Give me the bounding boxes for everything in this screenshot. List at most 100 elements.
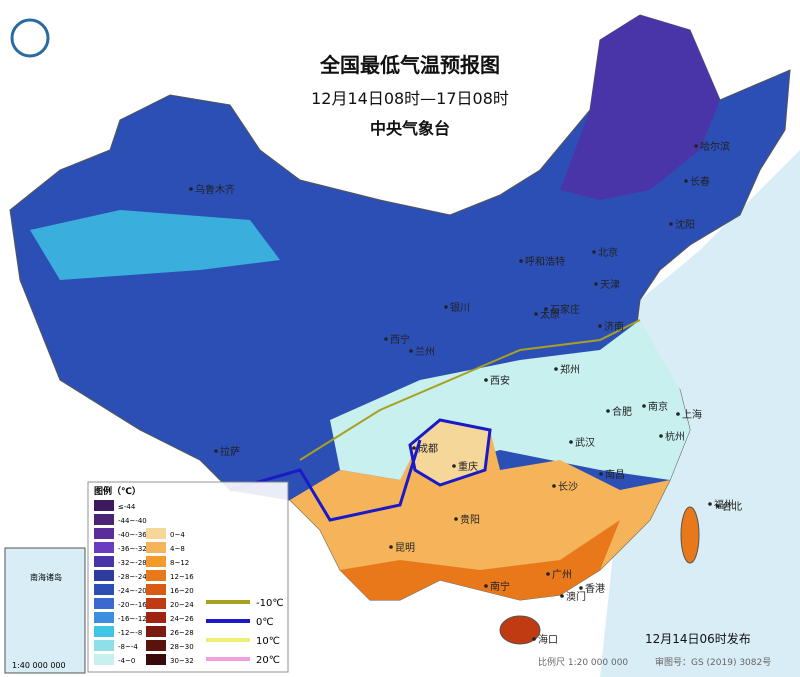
legend-swatch <box>146 528 166 539</box>
city-label: 广州 <box>552 569 572 581</box>
city-label: 香港 <box>585 583 605 595</box>
legend-swatch <box>94 570 114 581</box>
city-label: 银川 <box>450 301 470 314</box>
legend-label: 28~30 <box>170 643 194 651</box>
city-dot <box>569 440 573 444</box>
city-dot <box>669 222 673 226</box>
city-dot <box>708 502 712 506</box>
city-dot <box>484 584 488 588</box>
legend-label: 0~4 <box>170 531 185 539</box>
isotherm-label: 0℃ <box>256 617 274 628</box>
city-dot <box>684 179 688 183</box>
legend-label: 24~26 <box>170 615 194 623</box>
city-label: 长沙 <box>558 481 578 493</box>
city-dot <box>552 484 556 488</box>
agency: 中央气象台 <box>370 119 450 138</box>
legend-label: -44~-40 <box>118 517 147 525</box>
city-label: 福州 <box>714 498 734 511</box>
city-label: 呼和浩特 <box>525 256 565 268</box>
legend-label: -24~-20 <box>118 587 147 595</box>
legend-swatch <box>94 528 114 539</box>
city-dot <box>384 337 388 341</box>
legend-label: 16~20 <box>170 587 194 595</box>
city-label: 太原 <box>540 308 560 321</box>
legend-label: -32~-28 <box>118 559 147 567</box>
logo <box>10 18 50 58</box>
legend-swatch <box>146 626 166 637</box>
city-dot <box>716 504 720 508</box>
city-dot <box>389 545 393 549</box>
legend-swatch <box>146 640 166 651</box>
city-label: 海口 <box>538 633 558 646</box>
legend-label: -12~-8 <box>118 629 142 637</box>
legend-label: -8~-4 <box>118 643 138 651</box>
warm-region <box>340 520 620 600</box>
city-label: 兰州 <box>415 345 435 358</box>
city-dot <box>444 305 448 309</box>
city-label: 乌鲁木齐 <box>195 183 235 196</box>
isotherm-label: -10℃ <box>256 598 284 609</box>
city-label: 长春 <box>690 176 710 188</box>
city-dot <box>599 472 603 476</box>
period: 12月14日08时—17日08时 <box>311 89 509 108</box>
city-dot <box>659 434 663 438</box>
isotherm-label: 20℃ <box>256 655 280 666</box>
city-dot <box>579 586 583 590</box>
legend-label: 26~28 <box>170 629 194 637</box>
city-label: 西安 <box>490 374 510 387</box>
published: 12月14日06时发布 <box>645 631 751 646</box>
city-label: 杭州 <box>665 430 685 443</box>
city-label: 南宁 <box>490 580 510 593</box>
isotherm-0 <box>229 439 422 522</box>
sea <box>600 150 800 677</box>
city-dot <box>642 404 646 408</box>
city-label: 北京 <box>598 246 618 259</box>
city-dot <box>546 572 550 576</box>
legend-swatch <box>94 598 114 609</box>
city-label: 成都 <box>418 443 438 455</box>
city-label: 重庆 <box>458 460 478 473</box>
legend-label: 4~8 <box>170 545 185 553</box>
city-label: 合肥 <box>612 405 632 418</box>
city-dot <box>484 378 488 382</box>
legend-label: -20~-16 <box>118 601 147 609</box>
city-dot <box>594 282 598 286</box>
city-label: 郑州 <box>560 363 580 376</box>
city-dot <box>560 594 564 598</box>
hainan <box>499 615 541 645</box>
legend-swatch <box>146 584 166 595</box>
legend-swatch <box>94 584 114 595</box>
cold-region <box>30 210 280 280</box>
city-dot <box>544 307 548 311</box>
city-label: 济南 <box>604 320 624 333</box>
inset-title: 南海诸岛 <box>30 572 62 582</box>
legend-swatch <box>94 542 114 553</box>
map-scale: 比例尺 1:20 000 000 <box>538 656 628 668</box>
city-dot <box>534 312 538 316</box>
legend-swatch <box>94 514 114 525</box>
legend-swatch <box>146 598 166 609</box>
legend-swatch <box>94 654 114 665</box>
legend-label: -16~-12 <box>118 615 147 623</box>
legend-label: -4~0 <box>118 657 135 665</box>
legend-swatch <box>146 542 166 553</box>
city-dot <box>454 517 458 521</box>
city-dot <box>694 144 698 148</box>
legend-swatch <box>146 556 166 567</box>
city-dot <box>452 464 456 468</box>
city-dot <box>592 250 596 254</box>
legend-label: -36~-32 <box>118 545 147 553</box>
legend-swatch <box>146 654 166 665</box>
city-label: 澳门 <box>566 590 586 603</box>
legend <box>87 481 289 673</box>
legend-label: 20~24 <box>170 601 194 609</box>
city-label: 昆明 <box>395 542 415 554</box>
legend-label: -28~-24 <box>118 573 147 581</box>
city-label: 沈阳 <box>675 218 695 231</box>
city-dot <box>532 637 536 641</box>
legend-label: 30~32 <box>170 657 194 665</box>
approval-number: 审图号：GS (2019) 3082号 <box>655 656 771 668</box>
city-label: 上海 <box>682 408 702 421</box>
city-label: 南京 <box>648 400 668 413</box>
